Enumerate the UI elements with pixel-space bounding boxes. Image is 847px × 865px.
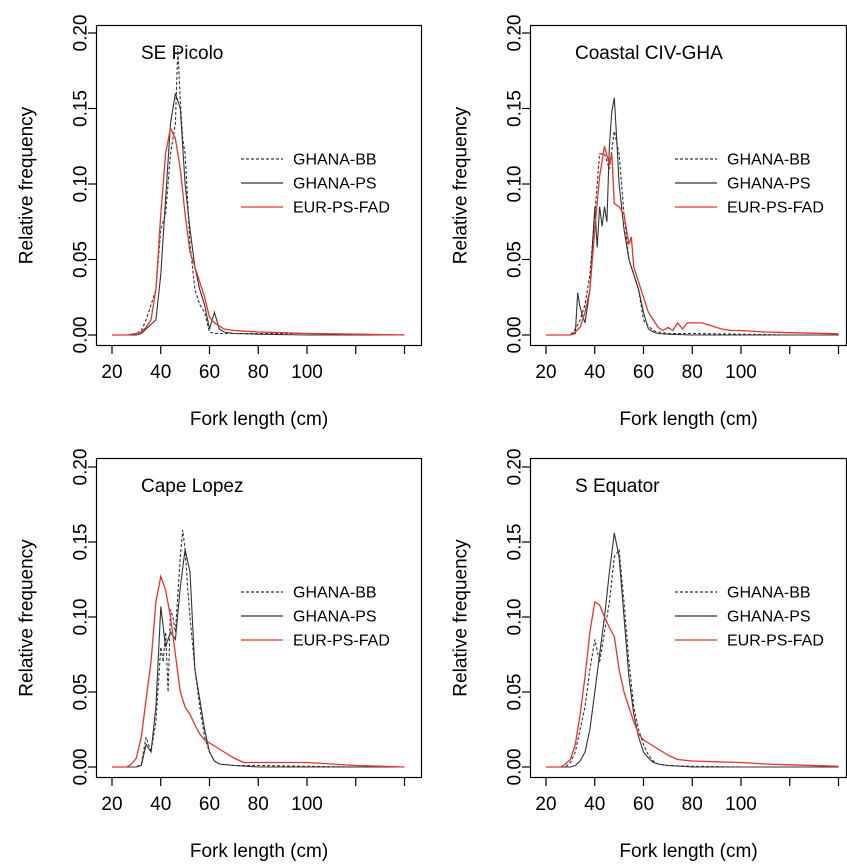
y-tick-label: 0.00	[71, 317, 92, 354]
x-tick-label: 20	[101, 362, 122, 383]
legend-label: GHANA-PS	[727, 176, 811, 193]
x-tick-label: 60	[199, 362, 220, 383]
y-axis-title: Relative frequency	[17, 539, 38, 697]
y-tick-label: 0.10	[71, 166, 92, 203]
x-tick-label: 100	[725, 794, 757, 815]
y-tick-label: 0.20	[71, 449, 92, 486]
legend-label: GHANA-BB	[293, 152, 377, 169]
y-tick-label: 0.20	[505, 449, 526, 486]
x-tick-label: 20	[535, 362, 556, 383]
y-tick-label: 0.10	[71, 599, 92, 636]
panel-1: 0.00 0.05 0.10 0.15 0.20 20 40 60 80 100 Fork leng…	[17, 15, 423, 430]
series-line-ghana-ps	[112, 93, 405, 336]
y-tick-label: 0.05	[505, 674, 526, 711]
x-axis-title: Fork length (cm)	[190, 841, 328, 862]
x-axis-title: Fork length (cm)	[619, 841, 757, 862]
y-tick-label: 0.00	[71, 749, 92, 786]
panel-title: SE Picolo	[141, 43, 223, 64]
panel-4: 0.00 0.05 0.10 0.15 0.20 20 40 60 80 100 Fork leng…	[451, 449, 847, 862]
x-tick-label: 80	[682, 362, 703, 383]
x-tick-label: 40	[150, 362, 171, 383]
series-line-ghana-bb	[546, 547, 839, 768]
panel-title: Coastal CIV-GHA	[575, 43, 723, 64]
x-axis-title: Fork length (cm)	[619, 409, 757, 430]
legend-label: GHANA-PS	[293, 609, 377, 626]
y-tick-label: 0.10	[505, 166, 526, 203]
series-line-ghana-ps	[546, 532, 839, 768]
series-line-eur-ps-fad	[112, 125, 405, 336]
series-line-eur-ps-fad	[112, 574, 405, 768]
legend-label: EUR-PS-FAD	[293, 633, 390, 650]
legend-label: EUR-PS-FAD	[727, 633, 824, 650]
x-tick-label: 100	[291, 362, 323, 383]
panel-title: Cape Lopez	[141, 476, 243, 497]
x-tick-label: 40	[584, 362, 605, 383]
y-tick-label: 0.15	[505, 524, 526, 561]
series-line-ghana-ps	[546, 97, 839, 336]
y-tick-label: 0.10	[505, 599, 526, 636]
series-line-ghana-ps	[112, 549, 405, 768]
series-line-ghana-bb	[112, 48, 405, 336]
y-tick-label: 0.15	[71, 90, 92, 127]
y-tick-label: 0.05	[71, 674, 92, 711]
x-tick-label: 100	[725, 362, 757, 383]
x-axis-title: Fork length (cm)	[190, 409, 328, 430]
x-tick-label: 20	[535, 794, 556, 815]
legend-label: GHANA-PS	[727, 609, 811, 626]
plot-frame	[95, 457, 423, 779]
x-tick-label: 80	[682, 794, 703, 815]
y-tick-label: 0.05	[71, 241, 92, 278]
x-tick-label: 100	[291, 794, 323, 815]
plot-frame	[95, 24, 423, 347]
y-axis-title: Relative frequency	[451, 106, 472, 264]
y-axis-title: Relative frequency	[451, 539, 472, 697]
x-tick-label: 60	[633, 794, 654, 815]
legend-label: GHANA-PS	[293, 176, 377, 193]
x-tick-label: 40	[584, 794, 605, 815]
x-tick-label: 20	[101, 794, 122, 815]
series-line-eur-ps-fad	[546, 146, 839, 336]
panel-2: 0.00 0.05 0.10 0.15 0.20 20 40 60 80 100 Fork leng…	[451, 15, 847, 430]
panel-3: 0.00 0.05 0.10 0.15 0.20 20 40 60 80 100 Fork leng…	[17, 449, 423, 862]
legend-label: EUR-PS-FAD	[727, 200, 824, 217]
y-tick-label: 0.15	[505, 90, 526, 127]
y-tick-label: 0.05	[505, 241, 526, 278]
x-tick-label: 60	[633, 362, 654, 383]
y-axis-title: Relative frequency	[17, 106, 38, 264]
series-line-eur-ps-fad	[546, 600, 839, 768]
y-tick-label: 0.00	[505, 317, 526, 354]
y-tick-label: 0.20	[71, 15, 92, 52]
legend-label: GHANA-BB	[727, 585, 811, 602]
y-tick-label: 0.00	[505, 749, 526, 786]
legend-label: GHANA-BB	[727, 152, 811, 169]
x-tick-label: 40	[150, 794, 171, 815]
y-tick-label: 0.20	[505, 15, 526, 52]
x-tick-label: 80	[248, 794, 269, 815]
legend-label: EUR-PS-FAD	[293, 200, 390, 217]
panel-title: S Equator	[575, 476, 660, 497]
y-tick-label: 0.15	[71, 524, 92, 561]
x-tick-label: 80	[248, 362, 269, 383]
x-tick-label: 60	[199, 794, 220, 815]
legend-label: GHANA-BB	[293, 585, 377, 602]
